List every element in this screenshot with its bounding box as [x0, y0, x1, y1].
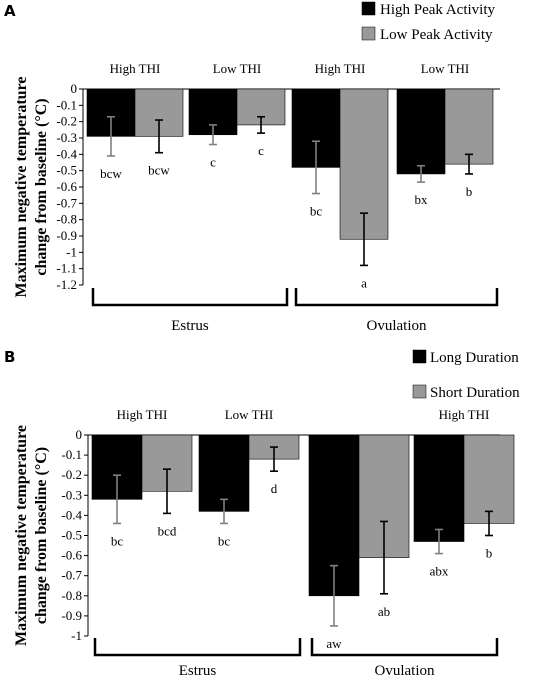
legend-label: Long Duration: [430, 350, 519, 366]
y-tick-label: -0.7: [56, 195, 77, 210]
y-axis-label-line-2: change from baseline (°C): [33, 447, 50, 624]
y-tick-label: -0.4: [56, 146, 77, 161]
y-tick-label: -0.5: [56, 163, 77, 178]
phase-bracket: [93, 638, 302, 657]
panel-A: A High Peak Activity Low Peak Activity Maxi…: [4, 1, 500, 334]
y-tick-label: -1.2: [56, 277, 77, 292]
significance-label: bcw: [148, 163, 170, 178]
group-label: High THI: [117, 407, 168, 422]
y-tick-label: -0.8: [61, 588, 82, 603]
phase-label: Estrus: [171, 318, 209, 334]
y-tick-label: -0.2: [56, 114, 77, 129]
y-tick-label: -0.9: [61, 608, 82, 623]
legend-label: Short Duration: [430, 385, 520, 401]
y-tick-label: -0.3: [61, 487, 82, 502]
group-label: Low THI: [421, 61, 470, 76]
y-tick-label: -0.6: [56, 179, 77, 194]
y-tick-label: -0.7: [61, 568, 82, 583]
y-axis-label-line-1: Maximum negative temperature: [13, 425, 30, 646]
group-label: High THI: [439, 407, 490, 422]
group-label: Low THI: [225, 407, 274, 422]
significance-label: bcw: [100, 166, 122, 181]
y-tick-label: -0.2: [61, 467, 82, 482]
y-tick-label: 0: [76, 427, 83, 442]
panel-letter: B: [4, 348, 15, 366]
bar: [413, 434, 465, 542]
significance-label: bx: [415, 192, 429, 207]
legend-swatch: [412, 384, 427, 399]
y-axis-label-line-2: change from baseline (°C): [33, 98, 50, 275]
panel-letter: A: [4, 2, 16, 20]
significance-label: bcd: [158, 523, 177, 538]
phase-label: Estrus: [179, 663, 217, 679]
y-tick-label: -0.5: [61, 528, 82, 543]
legend-swatch: [412, 349, 427, 364]
bar: [444, 88, 494, 165]
y-tick-label: -0.3: [56, 130, 77, 145]
significance-label: c: [210, 155, 216, 170]
y-tick-label: -0.9: [56, 228, 77, 243]
group-label: High THI: [110, 61, 161, 76]
significance-label: bc: [111, 533, 124, 548]
y-tick-label: -0.8: [56, 212, 77, 227]
legend-label: High Peak Activity: [380, 2, 495, 18]
y-tick-label: -0.4: [61, 507, 82, 522]
y-axis-label-line-1: Maximum negative temperature: [13, 77, 30, 298]
significance-label: b: [466, 184, 473, 199]
y-tick-label: -1: [66, 244, 77, 259]
significance-label: c: [258, 143, 264, 158]
panel-B: B Long Duration Short Duration Maximum nega…: [4, 348, 520, 679]
y-tick-label: 0: [71, 81, 78, 96]
significance-label: bc: [218, 533, 231, 548]
legend-label: Low Peak Activity: [380, 27, 493, 43]
y-tick-label: -0.1: [61, 447, 82, 462]
significance-label: d: [271, 481, 278, 496]
group-label: Low THI: [213, 61, 262, 76]
y-tick-label: -1: [71, 628, 82, 643]
phase-bracket: [91, 288, 289, 307]
legend-swatch: [361, 1, 376, 16]
phase-bracket: [294, 288, 499, 307]
significance-label: aw: [326, 636, 342, 651]
y-tick-label: -1.1: [56, 261, 77, 276]
legend-swatch: [361, 26, 376, 41]
phase-label: Ovulation: [367, 318, 427, 334]
y-tick-label: -0.6: [61, 548, 82, 563]
phase-label: Ovulation: [375, 663, 435, 679]
bar: [463, 434, 515, 524]
bar: [396, 88, 446, 175]
significance-label: bc: [310, 204, 323, 219]
group-label: High THI: [315, 61, 366, 76]
phase-bracket: [310, 638, 499, 657]
significance-label: b: [486, 546, 493, 561]
significance-label: ab: [378, 604, 390, 619]
significance-label: abx: [430, 564, 449, 579]
y-tick-label: -0.1: [56, 97, 77, 112]
significance-label: a: [361, 275, 367, 290]
